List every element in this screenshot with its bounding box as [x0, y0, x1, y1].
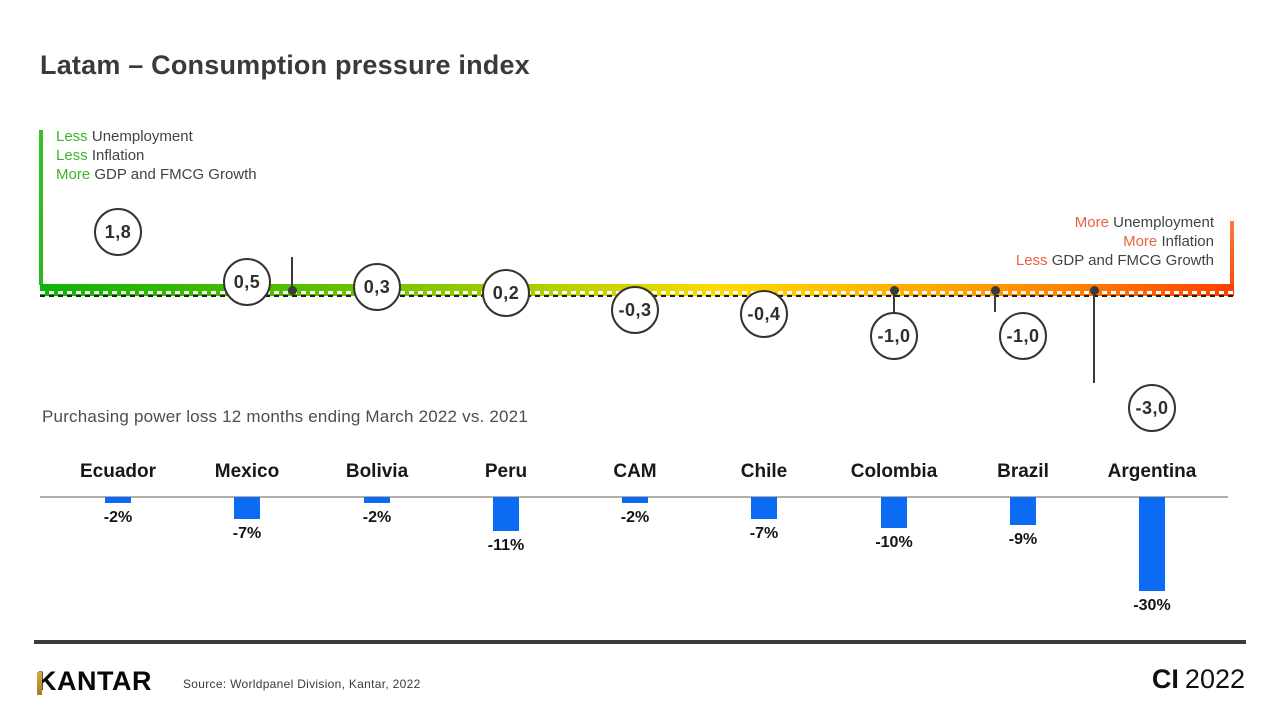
bar-chart-subtitle: Purchasing power loss 12 months ending M… [42, 407, 528, 426]
index-circle-label: 0,3 [363, 276, 391, 297]
country-label: Ecuador [79, 461, 157, 482]
value-label: -2% [103, 509, 133, 526]
index-circle-label: -1,0 [1006, 325, 1040, 346]
index-circle: -3,0 [1128, 384, 1176, 432]
value-label: -9% [1008, 531, 1038, 548]
tick-line [893, 292, 895, 313]
bar [1139, 497, 1165, 591]
legend-line: More Inflation [1016, 232, 1214, 251]
bar [364, 497, 390, 503]
bar [234, 497, 260, 519]
bar [881, 497, 907, 528]
ci-badge: CI 2022 [1152, 664, 1245, 695]
legend-highlight: Less [56, 147, 88, 164]
value-label: -30% [1133, 597, 1171, 614]
country-label: Bolivia [345, 461, 409, 482]
country-label: Colombia [850, 461, 938, 482]
bar [751, 497, 777, 519]
legend-line: More Unemployment [1016, 213, 1214, 232]
index-circle-label: 1,8 [104, 221, 132, 242]
index-circle-label: -0,4 [747, 303, 781, 324]
legend-line: Less Unemployment [56, 127, 257, 146]
legend-text: Inflation [1157, 233, 1214, 250]
bar [622, 497, 648, 503]
legend-highlight: More [1074, 214, 1109, 231]
index-circle: -1,0 [999, 312, 1047, 360]
legend-line: Less GDP and FMCG Growth [1016, 251, 1214, 270]
bar [493, 497, 519, 531]
legend-highlight: More [1123, 233, 1158, 250]
value-label: -10% [875, 534, 913, 551]
ci-badge-bold: CI [1151, 664, 1179, 694]
index-circle-label: 0,5 [233, 271, 261, 292]
country-label: Argentina [1107, 461, 1197, 482]
country-label: Chile [740, 461, 788, 482]
left-legend: Less Unemployment Less Inflation More GDP … [56, 127, 257, 184]
value-label: -7% [749, 525, 779, 542]
country-label: Peru [484, 461, 528, 482]
right-axis-line [1230, 221, 1234, 285]
country-label: CAM [613, 461, 657, 482]
index-circle-label: -1,0 [877, 325, 911, 346]
tick-line [994, 292, 996, 312]
country-label: Mexico [214, 461, 280, 482]
legend-highlight: More [56, 166, 91, 183]
index-circle: 0,2 [482, 269, 530, 317]
bar [1010, 497, 1036, 525]
left-axis-line [39, 130, 43, 285]
legend-text: Unemployment [87, 128, 193, 145]
country-label: Brazil [997, 461, 1049, 482]
index-circle: 0,3 [353, 263, 401, 311]
tick-dot [889, 285, 899, 295]
tick-dot [287, 285, 297, 295]
right-legend: More Unemployment More Inflation Less GDP … [1016, 213, 1214, 270]
index-circle: -0,3 [611, 286, 659, 334]
value-label: -7% [232, 525, 262, 542]
value-label: -11% [487, 537, 525, 554]
legend-text: Unemployment [1108, 214, 1214, 231]
index-circle: 1,8 [94, 208, 142, 256]
legend-text: Inflation [87, 147, 145, 164]
source-text: Source: Worldpanel Division, Kantar, 202… [183, 677, 421, 691]
kantar-wordmark: KANTAR [37, 666, 152, 696]
index-circle: -0,4 [740, 290, 788, 338]
kantar-gold-mark-icon [37, 672, 42, 695]
legend-line: Less Inflation [56, 146, 257, 165]
tick-line [291, 257, 293, 288]
index-circle-label: 0,2 [492, 282, 520, 303]
value-label: -2% [362, 509, 392, 526]
page-title: Latam – Consumption pressure index [40, 50, 530, 80]
index-circle: 0,5 [223, 258, 271, 306]
tick-line [1093, 292, 1095, 383]
index-circle-label: -3,0 [1135, 397, 1169, 418]
ci-badge-year: 2022 [1184, 664, 1245, 694]
legend-highlight: Less [56, 128, 88, 145]
bar [105, 497, 131, 503]
value-label: -2% [620, 509, 650, 526]
index-circle: -1,0 [870, 312, 918, 360]
index-circle-label: -0,3 [618, 299, 652, 320]
legend-line: More GDP and FMCG Growth [56, 165, 257, 184]
legend-text: GDP and FMCG Growth [90, 166, 257, 183]
footer-divider [34, 640, 1246, 644]
legend-text: GDP and FMCG Growth [1047, 252, 1214, 269]
tick-dot [1089, 285, 1099, 295]
tick-dot [990, 285, 1000, 295]
legend-highlight: Less [1015, 252, 1048, 269]
kantar-logo: KANTAR [37, 666, 152, 698]
